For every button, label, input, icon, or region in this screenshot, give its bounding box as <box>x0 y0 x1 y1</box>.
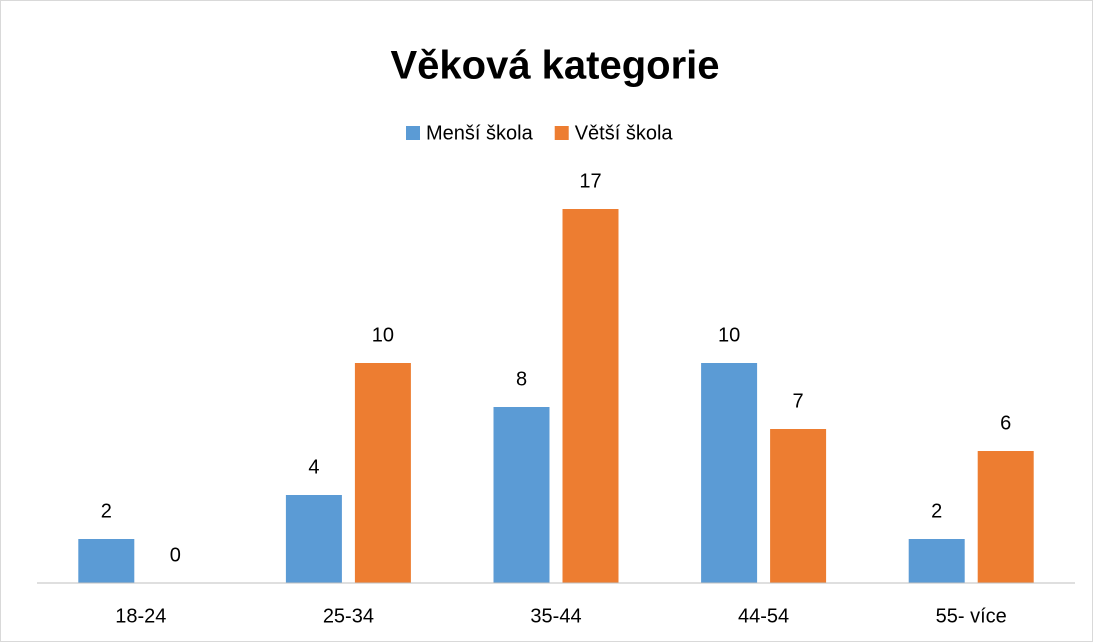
x-tick-label: 55- více <box>936 605 1007 627</box>
bar <box>908 539 965 583</box>
bar <box>285 495 342 583</box>
chart-title: Věková kategorie <box>390 44 719 88</box>
bar <box>770 429 827 583</box>
legend-swatch <box>554 126 569 140</box>
value-label: 10 <box>718 324 740 346</box>
bar <box>977 451 1034 583</box>
legend-label: Menší škola <box>426 122 534 144</box>
value-label: 0 <box>170 544 181 566</box>
bar <box>354 363 411 583</box>
legend-label: Větší škola <box>575 122 674 144</box>
bar <box>493 407 550 583</box>
value-label: 6 <box>1000 412 1011 434</box>
value-label: 8 <box>516 368 527 390</box>
bar <box>562 209 619 583</box>
value-label: 2 <box>931 500 942 522</box>
value-label: 10 <box>372 324 394 346</box>
x-tick-label: 44-54 <box>738 605 789 627</box>
x-tick-label: 25-34 <box>323 605 374 627</box>
bar <box>78 539 135 583</box>
value-label: 4 <box>308 456 319 478</box>
bar <box>701 363 758 583</box>
value-label: 2 <box>101 500 112 522</box>
x-tick-label: 18-24 <box>115 605 166 627</box>
value-label: 7 <box>793 390 804 412</box>
x-tick-label: 35-44 <box>530 605 581 627</box>
legend-swatch <box>406 126 420 140</box>
value-label: 17 <box>579 170 601 192</box>
